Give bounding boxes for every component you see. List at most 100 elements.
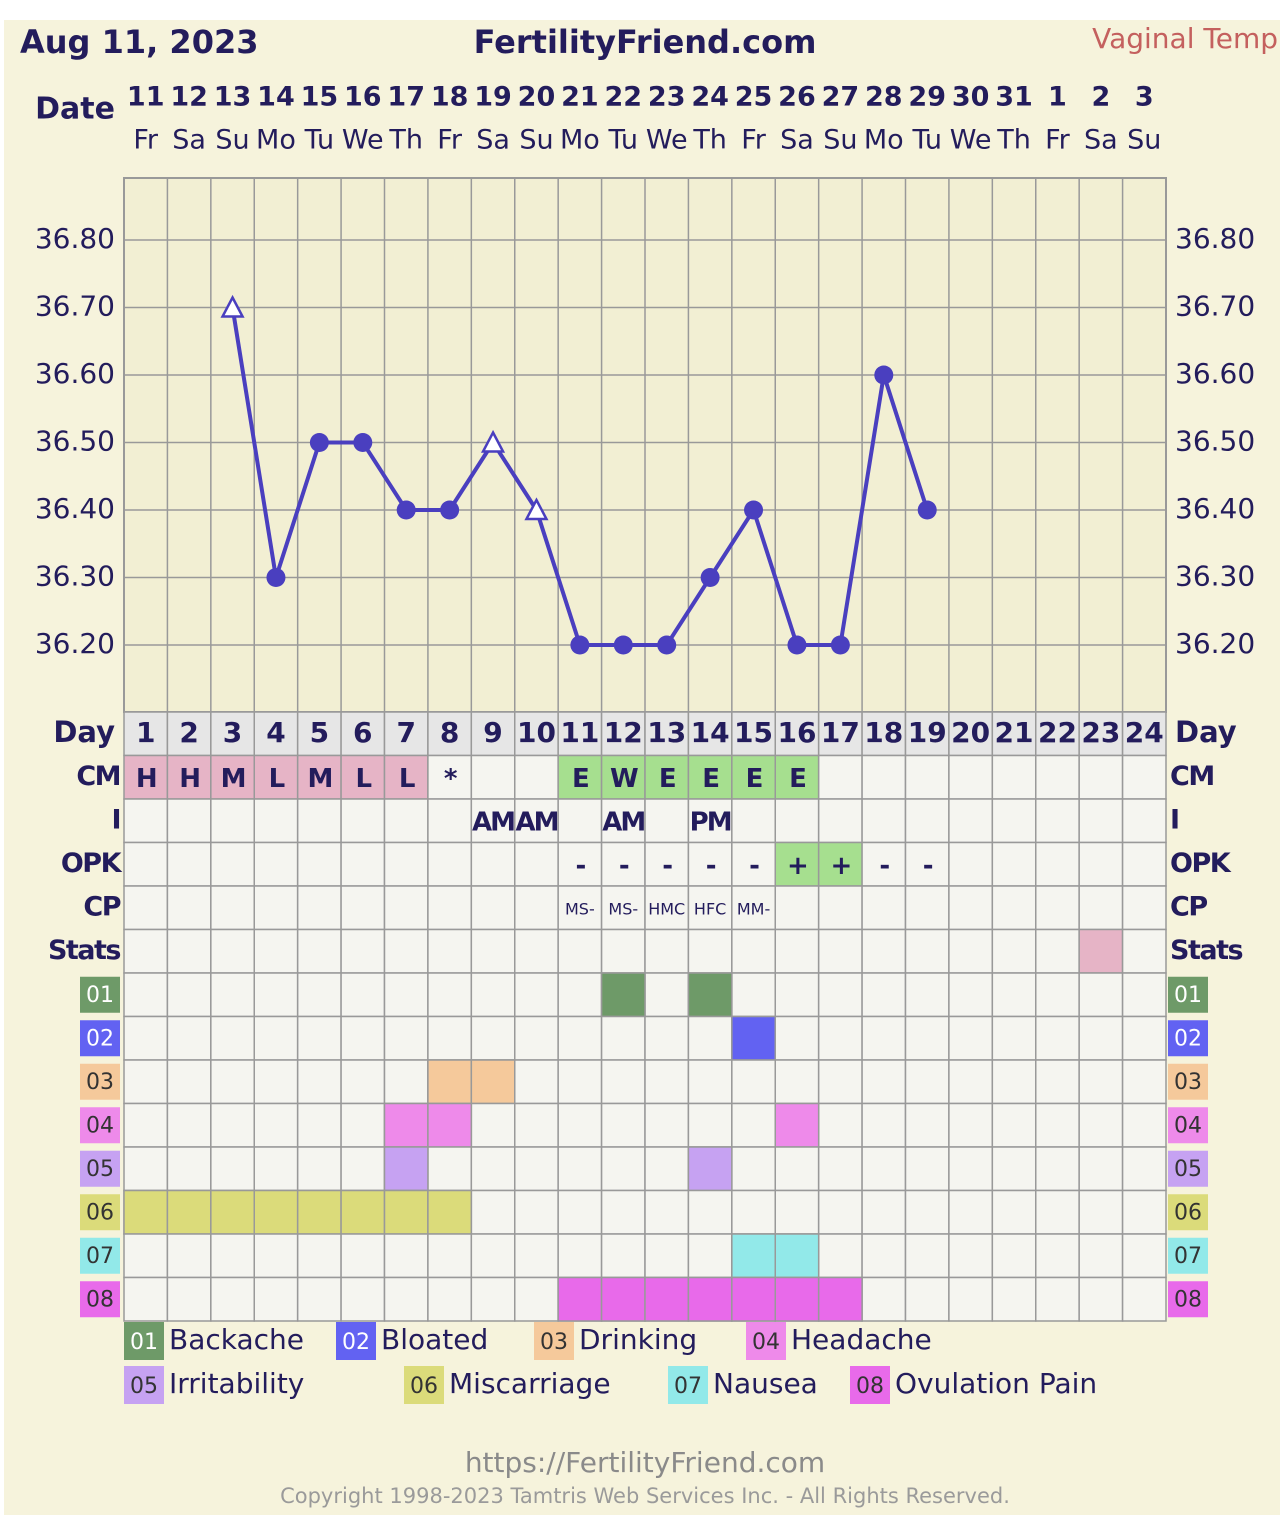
symptom-cell	[427, 1276, 473, 1322]
symptom-mark	[470, 1059, 516, 1105]
row-value: E	[572, 764, 588, 794]
row-label-right: OPK	[1170, 848, 1232, 879]
symptom-cell	[991, 1189, 1037, 1235]
symptom-cell	[1078, 1015, 1124, 1061]
row-cell	[861, 798, 907, 844]
day-cell	[948, 711, 994, 757]
row-value: E	[746, 764, 762, 794]
symptom-code-right: 02	[1174, 1026, 1202, 1051]
symptom-cell	[991, 972, 1037, 1018]
symptom-cell	[470, 1233, 516, 1279]
cycle-day: 11	[560, 716, 599, 749]
symptom-cell	[253, 1059, 299, 1105]
cycle-day: 23	[1081, 716, 1120, 749]
symptom-cell	[557, 972, 603, 1018]
symptom-cell	[817, 1189, 863, 1235]
cycle-day: 4	[266, 716, 285, 749]
date-label: 14	[257, 82, 295, 113]
row-cell	[1121, 841, 1167, 887]
row-label-right: CP	[1170, 891, 1207, 922]
symptom-cell	[904, 1059, 950, 1105]
day-row-label: Day	[53, 715, 115, 749]
day-row-label-right: Day	[1175, 715, 1237, 749]
symptom-mark	[774, 1276, 820, 1322]
symptom-code-box	[1168, 976, 1208, 1013]
y-tick-label: 36.60	[35, 357, 115, 390]
temp-marker	[353, 433, 373, 452]
legend-swatch	[124, 1322, 164, 1360]
row-cell	[340, 885, 386, 931]
symptom-cell	[166, 972, 212, 1018]
symptom-cell	[991, 1059, 1037, 1105]
symptom-cell	[644, 1233, 690, 1279]
cycle-day: 1	[136, 716, 155, 749]
row-cell	[296, 885, 342, 931]
weekday-label: Su	[519, 125, 553, 156]
symptom-cell	[600, 1146, 646, 1192]
symptom-cell	[644, 1015, 690, 1061]
date-label: 30	[952, 82, 990, 113]
row-cell	[1035, 841, 1080, 887]
row-cell	[296, 841, 342, 887]
symptom-cell	[296, 1276, 342, 1322]
row-cell	[253, 928, 299, 974]
symptom-code-box	[80, 1194, 120, 1231]
legend-code: 04	[752, 1330, 780, 1355]
weekday-label: Su	[823, 125, 857, 156]
row-cell	[383, 841, 429, 887]
symptom-cell	[904, 1276, 950, 1322]
symptom-cell	[340, 1059, 386, 1105]
row-cell	[904, 841, 950, 887]
symptom-cell	[166, 1059, 212, 1105]
row-cell	[210, 798, 255, 844]
weekday-label: Th	[388, 125, 423, 156]
weekday-label: Tu	[608, 125, 639, 156]
row-cell	[340, 841, 386, 887]
symptom-cell	[1035, 1276, 1080, 1322]
legend-code: 03	[540, 1330, 568, 1355]
symptom-code-box	[80, 1237, 120, 1274]
date-label: 15	[301, 82, 339, 113]
subtitle: Vaginal Temp	[1092, 22, 1278, 55]
cycle-day: 13	[647, 716, 686, 749]
date-label: 17	[387, 82, 425, 113]
row-cell	[557, 798, 603, 844]
cycle-day: 5	[310, 716, 329, 749]
symptom-cell	[253, 1146, 299, 1192]
legend-swatch	[404, 1366, 444, 1404]
row-cell	[210, 754, 255, 800]
symptom-cell	[470, 1189, 516, 1235]
day-cell	[210, 711, 255, 757]
symptom-cell	[817, 1146, 863, 1192]
temp-marker	[787, 635, 807, 655]
symptom-cell	[904, 1102, 950, 1148]
row-cell	[470, 754, 516, 800]
row-cell	[123, 885, 169, 931]
y-tick-label-right: 36.20	[1175, 627, 1255, 660]
weekday-label: Su	[215, 125, 249, 156]
day-cell	[123, 711, 169, 757]
row-cell	[296, 798, 342, 844]
symptom-code: 03	[86, 1070, 114, 1095]
date-label: 3	[1135, 82, 1154, 113]
symptom-cell	[991, 1146, 1037, 1192]
symptom-mark	[383, 1146, 429, 1192]
symptom-code-box	[1168, 1107, 1208, 1144]
y-tick-label-right: 36.40	[1175, 492, 1255, 525]
row-cell	[557, 928, 603, 974]
temp-marker	[309, 433, 329, 452]
row-value: MM-	[737, 899, 770, 918]
symptom-cell	[774, 1015, 820, 1061]
legend-swatch	[336, 1322, 376, 1360]
day-cell	[861, 711, 907, 757]
symptom-mark	[166, 1189, 212, 1235]
symptom-cell	[861, 1233, 907, 1279]
temp-marker	[440, 500, 460, 520]
symptom-cell	[817, 1015, 863, 1061]
symptom-code-box	[80, 1063, 120, 1100]
symptom-cell	[557, 1102, 603, 1148]
row-cell	[817, 754, 863, 800]
symptom-cell	[296, 972, 342, 1018]
row-cell	[731, 841, 776, 887]
symptom-cell	[1121, 1276, 1167, 1322]
